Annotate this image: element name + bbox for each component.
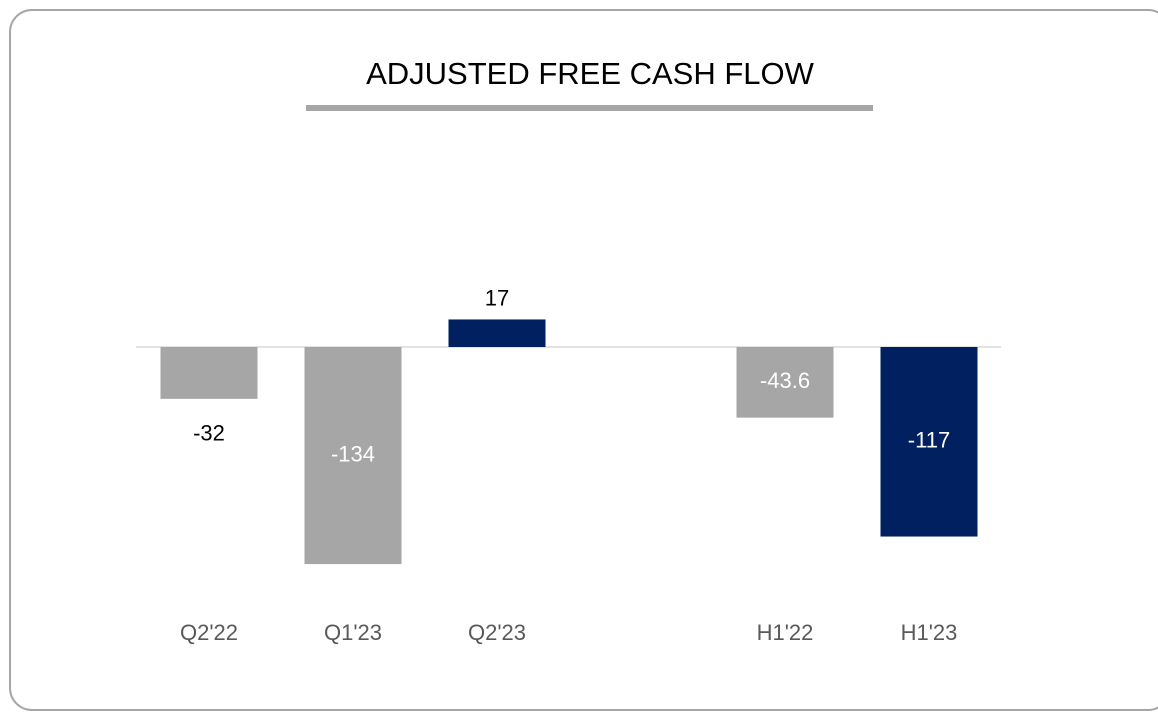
x-tick-label: Q2'23 <box>468 620 526 645</box>
value-label: 17 <box>485 285 509 310</box>
bar <box>736 347 834 418</box>
title-underline <box>306 105 873 111</box>
chart-title: ADJUSTED FREE CASH FLOW <box>366 56 815 91</box>
value-label: -117 <box>908 428 950 453</box>
bar <box>160 347 258 399</box>
bar <box>304 347 402 565</box>
x-tick-label: Q2'22 <box>180 620 238 645</box>
panel-border <box>9 9 1158 711</box>
x-tick-label: H1'22 <box>757 620 814 645</box>
bar <box>448 319 546 347</box>
value-label: -32 <box>193 421 225 446</box>
value-label: -43.6 <box>760 368 810 393</box>
bar <box>880 347 978 537</box>
x-tick-label: Q1'23 <box>324 620 382 645</box>
x-tick-label: H1'23 <box>901 620 958 645</box>
value-label: -134 <box>331 441 375 466</box>
